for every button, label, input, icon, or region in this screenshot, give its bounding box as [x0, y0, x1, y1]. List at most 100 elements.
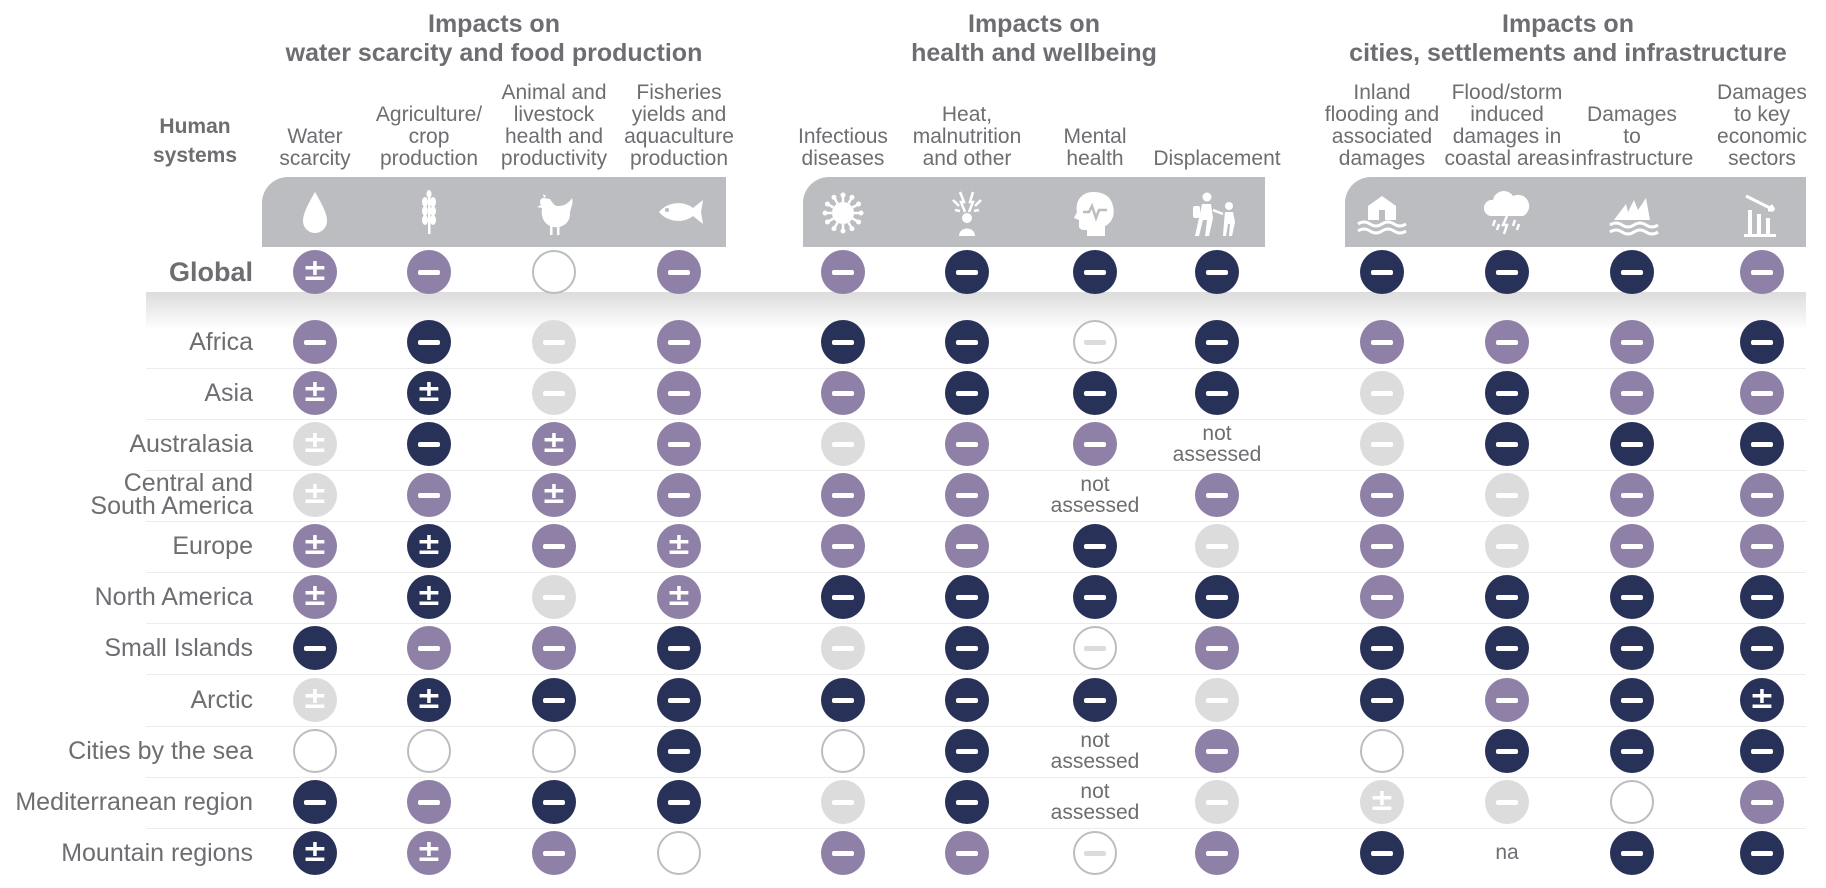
row-label: Global [168, 256, 253, 287]
column-header: Mental health [1063, 125, 1127, 170]
impact-dot [821, 524, 865, 568]
group-title: Impacts on water scarcity and food produ… [285, 10, 703, 67]
impact-dot [1610, 678, 1654, 722]
plus-minus-icon: ± [541, 476, 567, 511]
minus-icon [956, 269, 978, 275]
minus-icon [1621, 645, 1643, 651]
minus-icon [1496, 269, 1518, 275]
impact-dot [1610, 422, 1654, 466]
minus-icon [668, 339, 690, 345]
impact-dot [821, 831, 865, 875]
row-divider [146, 368, 1806, 369]
chicken-icon [522, 180, 586, 244]
impact-dot [293, 626, 337, 670]
minus-icon [956, 799, 978, 805]
minus-icon [1206, 697, 1228, 703]
impact-dot [945, 678, 989, 722]
impact-dot [1195, 524, 1239, 568]
impact-dot [1485, 575, 1529, 619]
minus-icon [1751, 492, 1773, 498]
impact-dot [657, 678, 701, 722]
row-divider [146, 470, 1806, 471]
minus-icon [304, 339, 326, 345]
minus-icon [418, 799, 440, 805]
minus-icon [668, 269, 690, 275]
impact-dot [821, 729, 865, 773]
minus-icon [956, 543, 978, 549]
impact-dot [1073, 678, 1117, 722]
impact-dot [1360, 729, 1404, 773]
minus-icon [1751, 543, 1773, 549]
impact-dot [1073, 626, 1117, 670]
impact-dot [1195, 473, 1239, 517]
impact-dot [821, 250, 865, 294]
minus-icon [1206, 799, 1228, 805]
column-header: Damages to infrastructure [1570, 103, 1694, 170]
impact-dot [1073, 524, 1117, 568]
fish-icon [647, 180, 711, 244]
impact-dot [657, 626, 701, 670]
impact-dot [407, 626, 451, 670]
impact-dot [657, 473, 701, 517]
not-assessed-label: not assessed [1172, 422, 1262, 466]
impact-dot [657, 780, 701, 824]
minus-icon [1206, 850, 1228, 856]
impact-dot [532, 626, 576, 670]
impact-dot [1610, 626, 1654, 670]
impact-dot [1073, 320, 1117, 364]
plus-minus-icon: ± [416, 374, 442, 409]
row-divider [146, 623, 1806, 624]
impact-dot [1485, 626, 1529, 670]
minus-icon [1371, 594, 1393, 600]
minus-icon [832, 594, 854, 600]
minus-icon [1621, 441, 1643, 447]
minus-icon [543, 594, 565, 600]
impact-dot [1740, 524, 1784, 568]
impact-dot [1740, 320, 1784, 364]
minus-icon [1496, 390, 1518, 396]
icon-band [262, 177, 726, 247]
not-assessed-label: not assessed [1050, 729, 1140, 773]
minus-icon [832, 441, 854, 447]
impact-dot [1610, 473, 1654, 517]
impact-dot [1195, 320, 1239, 364]
minus-icon [956, 339, 978, 345]
impact-dot [407, 250, 451, 294]
row-label: Arctic [190, 685, 254, 714]
minus-icon [543, 799, 565, 805]
minus-icon [1621, 492, 1643, 498]
impact-dot [657, 422, 701, 466]
row-label: Mediterranean region [15, 787, 253, 816]
impact-dot [1360, 626, 1404, 670]
impact-dot [945, 250, 989, 294]
impact-dot [532, 320, 576, 364]
impact-dot [1195, 729, 1239, 773]
impact-dot [293, 320, 337, 364]
minus-icon [956, 850, 978, 856]
impact-dot [821, 371, 865, 415]
impact-dot [1073, 250, 1117, 294]
impact-dot [1610, 729, 1654, 773]
minus-icon [543, 697, 565, 703]
minus-icon [1084, 697, 1106, 703]
minus-icon [543, 543, 565, 549]
declining-bars-icon [1730, 180, 1794, 244]
impact-dot: ± [532, 422, 576, 466]
minus-icon [1621, 748, 1643, 754]
minus-icon [1496, 594, 1518, 600]
minus-icon [668, 645, 690, 651]
minus-icon [1621, 390, 1643, 396]
impact-dot [532, 524, 576, 568]
row-divider [146, 674, 1806, 675]
minus-icon [956, 390, 978, 396]
plus-minus-icon: ± [302, 527, 328, 562]
impact-dot [821, 320, 865, 364]
impact-dot: ± [293, 524, 337, 568]
impact-dot [1740, 371, 1784, 415]
minus-icon [1751, 269, 1773, 275]
impact-dot [407, 320, 451, 364]
impact-dot: ± [1740, 678, 1784, 722]
plus-minus-icon: ± [666, 578, 692, 613]
impact-dot [1360, 371, 1404, 415]
impact-dot [945, 422, 989, 466]
